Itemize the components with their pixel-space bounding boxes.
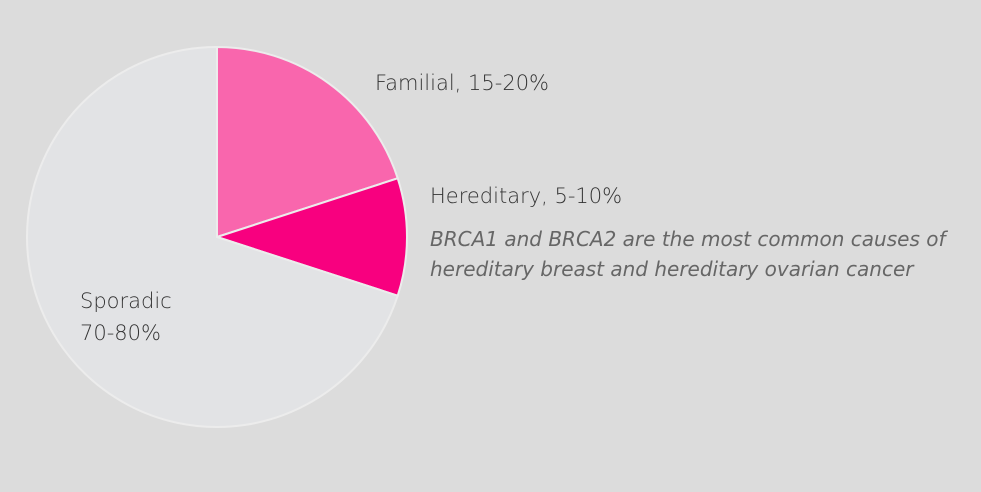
sporadic-label: Sporadic <box>80 289 172 313</box>
hereditary-label: Hereditary, 5-10% <box>430 184 623 208</box>
annotation-line-1: BRCA1 and BRCA2 are the most common caus… <box>430 227 946 251</box>
slice-familial <box>216 45 399 239</box>
annotation-line-2: hereditary breast and hereditary ovarian… <box>430 257 914 281</box>
slice-hereditary <box>213 177 408 297</box>
familial-label: Familial, 15-20% <box>375 71 550 95</box>
slice-sporadic <box>26 45 399 428</box>
sporadic-value: 70-80% <box>80 321 161 345</box>
